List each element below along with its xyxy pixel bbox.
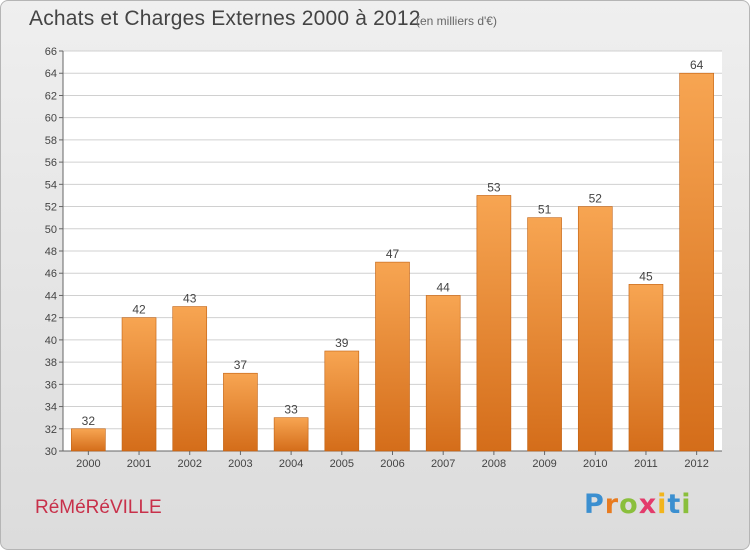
y-tick-label: 62 [45, 90, 57, 102]
bar-2012 [679, 72, 714, 452]
commune-name: RéMéRéVILLE [35, 497, 162, 518]
x-tick-label: 2012 [684, 458, 708, 470]
data-label: 33 [284, 403, 298, 417]
x-tick-label: 2007 [431, 458, 455, 470]
bar-2005 [324, 350, 360, 452]
y-tick-label: 30 [45, 446, 57, 458]
bar-2007 [425, 295, 461, 452]
y-tick-label: 54 [45, 179, 57, 191]
x-tick-label: 2010 [583, 458, 607, 470]
bar-2006 [375, 261, 410, 452]
data-label: 51 [538, 203, 552, 217]
x-tick-label: 2006 [380, 458, 404, 470]
x-tick-label: 2009 [532, 458, 556, 470]
x-tick-label: 2000 [76, 458, 100, 470]
y-tick-label: 32 [45, 424, 57, 436]
bar-2009 [527, 217, 562, 452]
chart-title: Achats et Charges Externes 2000 à 2012 [29, 7, 421, 30]
y-tick-label: 36 [45, 379, 57, 391]
data-label: 42 [132, 303, 146, 317]
x-tick-label: 2002 [177, 458, 201, 470]
logo-letter: t [667, 489, 682, 520]
proxiti-logo: Proxiti [584, 489, 692, 520]
y-tick-label: 40 [45, 335, 57, 347]
y-tick-label: 64 [45, 68, 57, 80]
y-tick-label: 44 [45, 290, 57, 302]
bar-2003 [223, 372, 258, 452]
bar-2000 [71, 428, 106, 452]
y-tick-label: 46 [45, 268, 57, 280]
y-tick-label: 50 [45, 224, 57, 236]
data-label: 44 [437, 280, 451, 294]
data-label: 64 [690, 58, 704, 72]
logo-letter: o [619, 489, 639, 520]
y-tick-label: 48 [45, 246, 57, 258]
y-tick-label: 38 [45, 357, 57, 369]
data-label: 47 [386, 247, 400, 261]
x-tick-label: 2011 [634, 458, 658, 470]
data-label: 52 [589, 192, 603, 206]
logo-letter: P [584, 489, 605, 520]
y-tick-label: 56 [45, 157, 57, 169]
data-label: 39 [335, 336, 349, 350]
y-tick-label: 60 [45, 113, 57, 125]
x-tick-label: 2005 [330, 458, 354, 470]
data-label: 37 [234, 358, 248, 372]
y-tick-label: 66 [45, 46, 57, 58]
logo-letter: r [604, 489, 620, 520]
bar-2010 [577, 206, 613, 452]
logo-letter: i [681, 489, 692, 520]
x-tick-label: 2004 [279, 458, 303, 470]
data-label: 53 [487, 180, 501, 194]
x-tick-label: 2003 [228, 458, 252, 470]
x-tick-label: 2008 [482, 458, 506, 470]
logo-letter: i [657, 489, 668, 520]
chart-subtitle: (en milliers d'€) [416, 14, 497, 28]
bar-2011 [628, 284, 664, 452]
y-tick-label: 42 [45, 313, 57, 325]
data-label: 43 [183, 292, 197, 306]
bar-2008 [476, 195, 512, 452]
y-tick-label: 52 [45, 202, 57, 214]
bar-2002 [172, 306, 208, 452]
data-label: 32 [82, 414, 96, 428]
bar-2001 [121, 317, 157, 452]
bar-2004 [273, 417, 309, 452]
data-label: 45 [639, 269, 653, 283]
y-tick-label: 58 [45, 135, 57, 147]
logo-letter: x [638, 489, 658, 520]
y-tick-label: 34 [45, 402, 57, 414]
x-tick-label: 2001 [127, 458, 151, 470]
